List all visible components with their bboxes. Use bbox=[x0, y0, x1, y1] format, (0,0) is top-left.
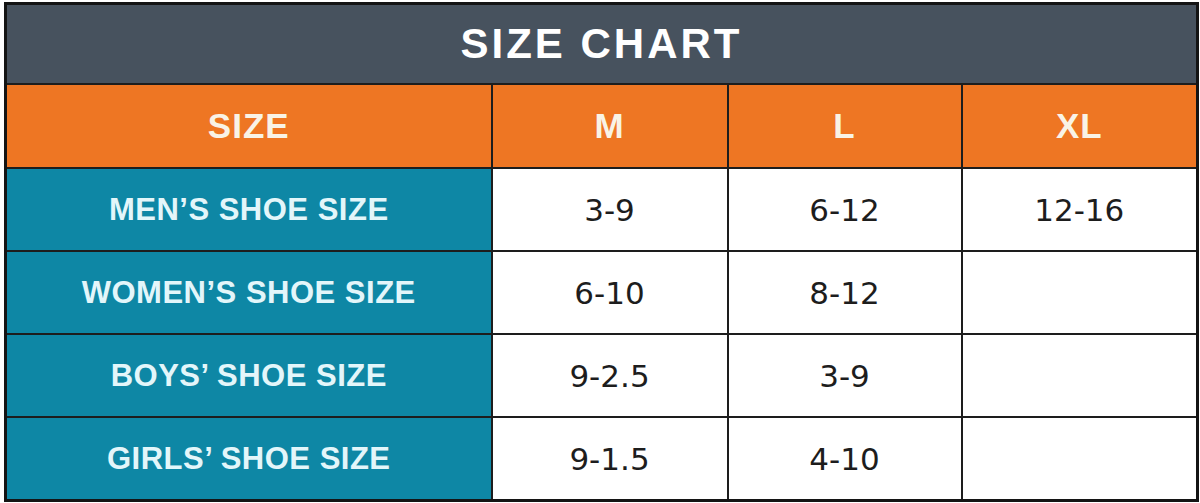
column-header-l: L bbox=[728, 84, 962, 168]
cell-girls-xl bbox=[962, 417, 1198, 501]
table-row-womens: WOMEN’S SHOE SIZE 6-10 8-12 bbox=[6, 251, 1198, 334]
table-row-boys: BOYS’ SHOE SIZE 9-2.5 3-9 bbox=[6, 334, 1198, 417]
cell-girls-l: 4-10 bbox=[728, 417, 962, 501]
size-chart-table: SIZE CHART SIZE M L XL MEN’S SHOE SIZE 3… bbox=[4, 2, 1199, 502]
cell-mens-m: 3-9 bbox=[492, 168, 728, 251]
column-header-m: M bbox=[492, 84, 728, 168]
chart-title: SIZE CHART bbox=[6, 4, 1198, 85]
cell-womens-xl bbox=[962, 251, 1198, 334]
row-label-womens-shoe-size: WOMEN’S SHOE SIZE bbox=[6, 251, 492, 334]
table-row-mens: MEN’S SHOE SIZE 3-9 6-12 12-16 bbox=[6, 168, 1198, 251]
cell-womens-m: 6-10 bbox=[492, 251, 728, 334]
cell-girls-m: 9-1.5 bbox=[492, 417, 728, 501]
cell-mens-l: 6-12 bbox=[728, 168, 962, 251]
row-label-boys-shoe-size: BOYS’ SHOE SIZE bbox=[6, 334, 492, 417]
column-header-xl: XL bbox=[962, 84, 1198, 168]
title-row: SIZE CHART bbox=[6, 4, 1198, 85]
size-chart: SIZE CHART SIZE M L XL MEN’S SHOE SIZE 3… bbox=[0, 0, 1200, 503]
cell-boys-xl bbox=[962, 334, 1198, 417]
row-label-mens-shoe-size: MEN’S SHOE SIZE bbox=[6, 168, 492, 251]
row-label-girls-shoe-size: GIRLS’ SHOE SIZE bbox=[6, 417, 492, 501]
column-header-row: SIZE M L XL bbox=[6, 84, 1198, 168]
cell-mens-xl: 12-16 bbox=[962, 168, 1198, 251]
cell-boys-l: 3-9 bbox=[728, 334, 962, 417]
table-row-girls: GIRLS’ SHOE SIZE 9-1.5 4-10 bbox=[6, 417, 1198, 501]
cell-boys-m: 9-2.5 bbox=[492, 334, 728, 417]
cell-womens-l: 8-12 bbox=[728, 251, 962, 334]
column-header-size: SIZE bbox=[6, 84, 492, 168]
